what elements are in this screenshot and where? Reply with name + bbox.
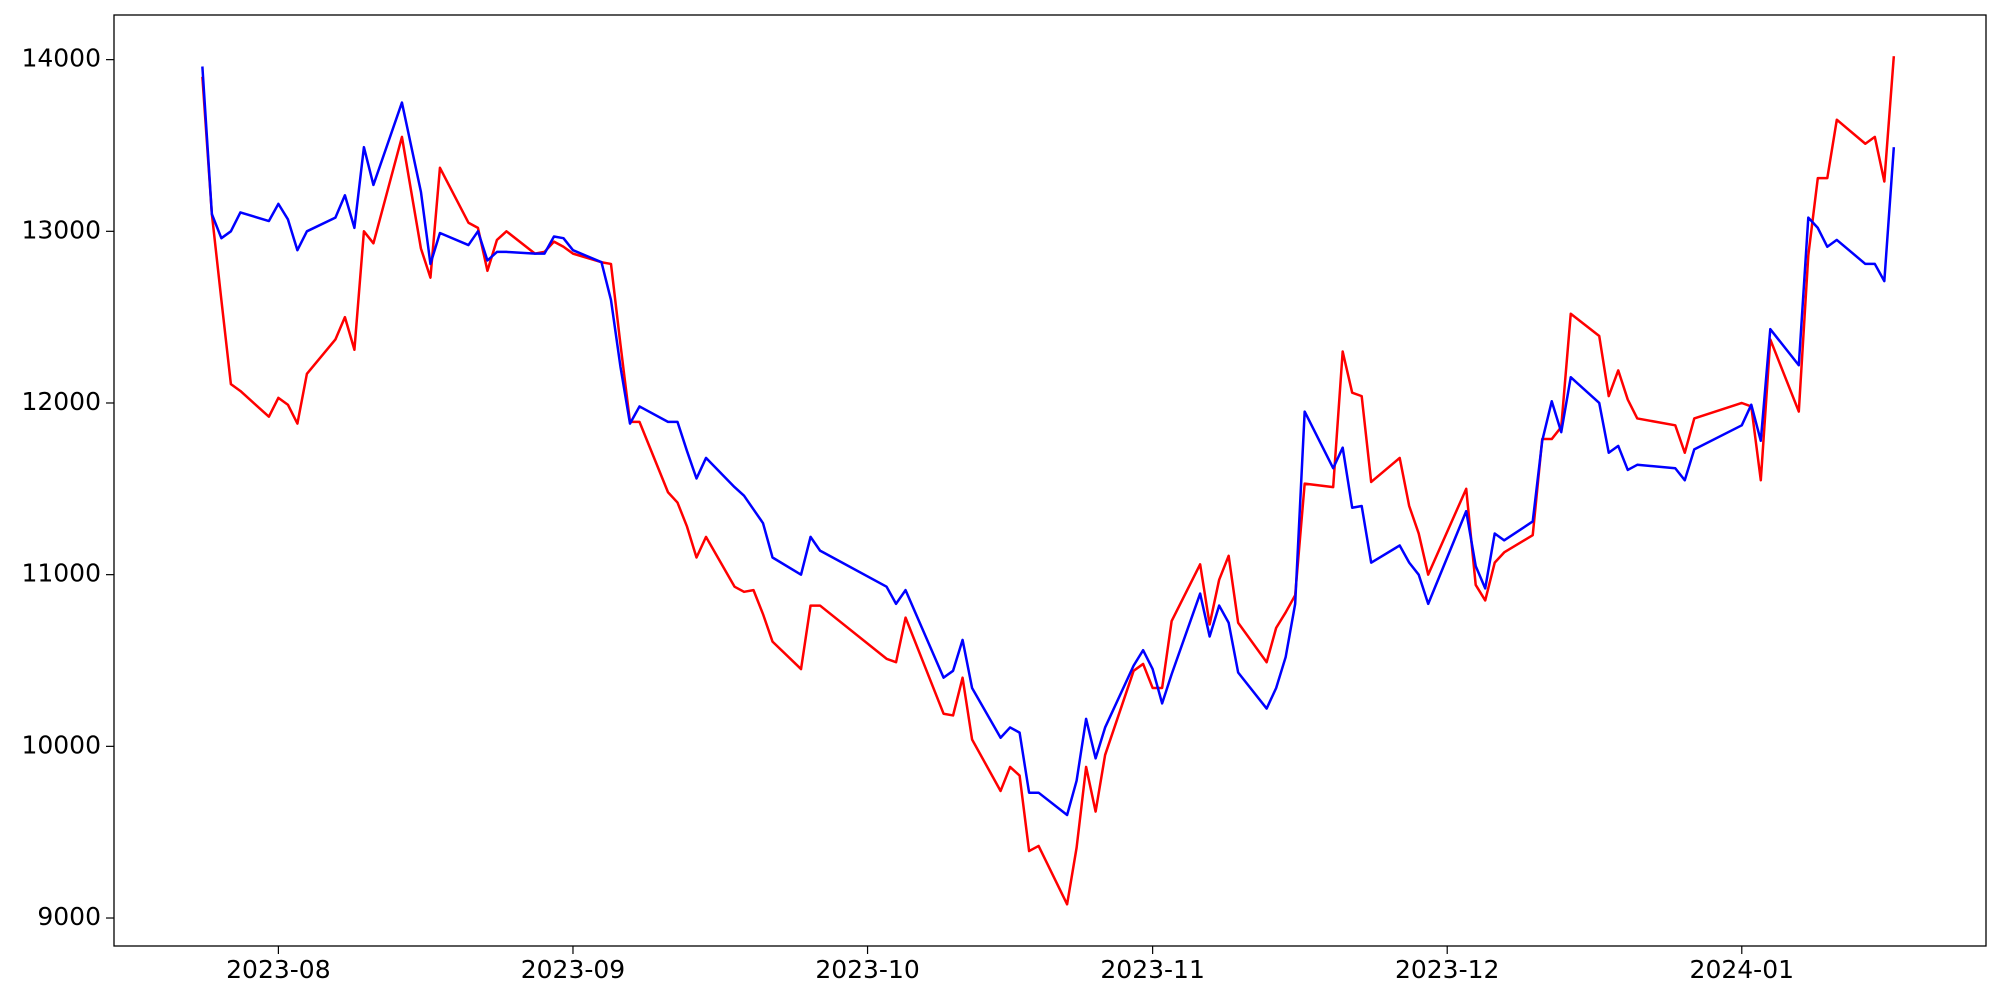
x-tick-label: 2023-10 xyxy=(815,955,919,984)
data-line xyxy=(201,66,1896,817)
y-tick-label: 11000 xyxy=(21,559,101,588)
x-tick-label: 2023-09 xyxy=(521,955,625,984)
y-tick-label: 12000 xyxy=(21,387,101,416)
x-tick-label: 2024-01 xyxy=(1690,955,1794,984)
y-tick-label: 9000 xyxy=(37,902,101,931)
x-tick-label: 2023-12 xyxy=(1395,955,1499,984)
x-tick-label: 2023-08 xyxy=(226,955,330,984)
y-tick-label: 14000 xyxy=(21,44,101,73)
data-line xyxy=(201,56,1896,906)
y-tick-label: 10000 xyxy=(21,730,101,759)
y-tick-label: 13000 xyxy=(21,215,101,244)
x-tick-label: 2023-11 xyxy=(1100,955,1204,984)
plot-frame xyxy=(113,14,1987,947)
